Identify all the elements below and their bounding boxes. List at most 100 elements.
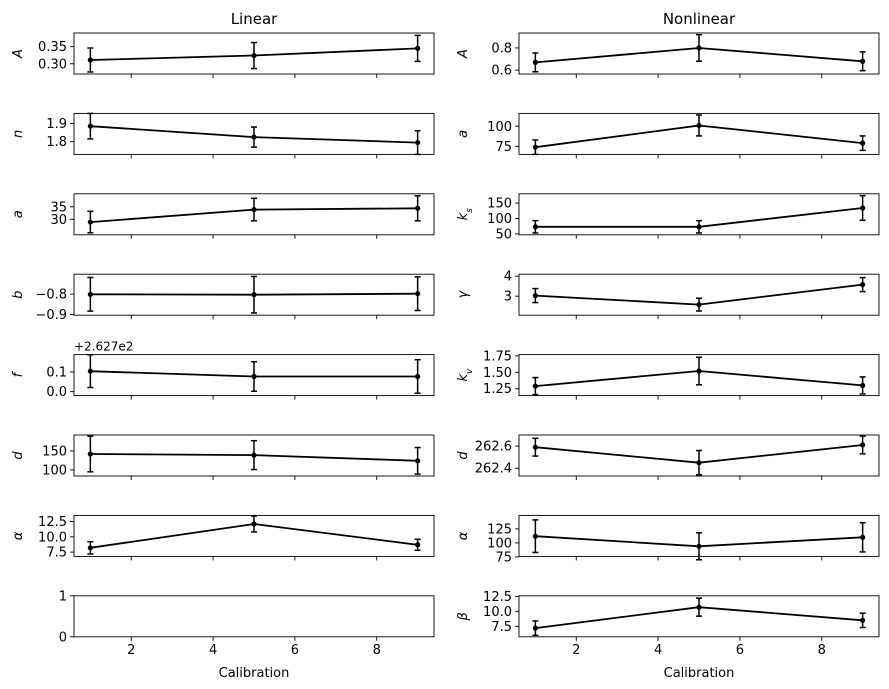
axes-frame	[73, 595, 435, 638]
y-axis-label: a	[11, 210, 26, 218]
data-point	[696, 45, 702, 51]
data-point	[87, 123, 93, 129]
y-tick-label: 100	[487, 536, 512, 551]
panels: 0.300.35A1.81.9n3035a−0.9−0.8b0.00.1f+2.…	[11, 32, 880, 658]
data-point	[860, 205, 866, 211]
y-tick-label: −0.9	[35, 308, 67, 323]
panel-linear-empty: 2 4 6 8 0 1	[59, 589, 435, 658]
x-tick-label: 4	[654, 643, 662, 658]
data-point	[532, 383, 538, 389]
data-point	[251, 134, 257, 140]
axes-frame	[73, 32, 435, 75]
panel-linear-d: 100 150 d	[11, 434, 435, 480]
x-tick-label: 8	[818, 643, 826, 658]
y-tick-label: −0.8	[35, 288, 67, 303]
data-point	[696, 302, 702, 308]
data-point	[696, 604, 702, 610]
data-point	[415, 45, 421, 51]
panel-linear-f: 0.0 0.1 f +2.627e2	[11, 340, 435, 400]
panel-linear-n: 1.8 1.9 n	[11, 112, 435, 159]
y-tick-label: 100	[487, 120, 512, 135]
data-point	[532, 144, 538, 150]
y-tick-label: 150	[487, 197, 512, 212]
y-axis-label: kv	[456, 368, 475, 382]
y-tick-label: 262.4	[475, 462, 512, 477]
y-tick-label: 3	[504, 290, 512, 305]
data-point	[251, 521, 257, 527]
axes-frame	[518, 32, 880, 75]
panel-nonlinear-A: 0.6 0.8 A	[456, 32, 880, 79]
x-tick-label: 4	[209, 643, 217, 658]
y-axis-label: β	[456, 612, 471, 621]
data-point	[415, 291, 421, 297]
data-point	[860, 534, 866, 540]
data-point	[251, 452, 257, 458]
y-tick-label: 1.50	[483, 366, 512, 381]
data-point	[532, 533, 538, 539]
y-axis-label: d	[456, 451, 471, 460]
y-tick-label: 0.0	[46, 385, 67, 400]
y-tick-label: 7.5	[46, 546, 67, 561]
y-tick-label: 1.25	[483, 382, 512, 397]
panel-linear-alpha: 7.510.012.5 α	[11, 514, 435, 561]
column-title-nonlinear: Nonlinear	[663, 10, 736, 28]
data-point	[87, 57, 93, 63]
y-tick-label: 0	[59, 630, 67, 645]
y-axis-label: f	[11, 370, 26, 377]
data-point	[87, 545, 93, 551]
y-tick-label: 262.6	[475, 440, 512, 455]
y-tick-label: 4	[504, 270, 512, 285]
axes-frame	[73, 434, 435, 477]
x-tick-label: 6	[736, 643, 744, 658]
axes-frame	[73, 273, 435, 316]
y-axis-label: A	[11, 49, 26, 59]
axes-frame	[518, 112, 880, 155]
y-tick-label: 12.5	[38, 515, 67, 530]
y-tick-label: 0.35	[38, 40, 67, 55]
axes-frame	[518, 354, 880, 397]
data-point	[696, 122, 702, 129]
x-axis-label-nonlinear: Calibration	[664, 666, 735, 681]
y-tick-label: 10.0	[483, 605, 512, 620]
data-point	[696, 224, 702, 230]
y-axis-label: d	[11, 451, 26, 460]
data-point	[860, 617, 866, 623]
y-axis-label: b	[11, 291, 26, 299]
data-point	[251, 373, 257, 380]
x-tick-label: 6	[291, 643, 299, 658]
data-point	[532, 444, 538, 450]
data-point	[860, 282, 866, 288]
axes-frame	[518, 193, 880, 236]
data-point	[251, 206, 257, 213]
data-point	[251, 52, 257, 59]
y-tick-label: 35	[50, 200, 67, 215]
data-point	[532, 224, 538, 230]
y-tick-label: 0.30	[38, 57, 67, 72]
x-tick-label: 2	[127, 643, 135, 658]
data-point	[860, 442, 866, 448]
y-tick-label: 0.6	[491, 64, 512, 79]
y-tick-label: 100	[487, 212, 512, 227]
panel-linear-A: 0.30 0.35 A	[11, 32, 435, 78]
axes-frame	[73, 354, 435, 397]
panel-linear-b: −0.9 −0.8 b	[11, 273, 435, 323]
panel-nonlinear-gamma: 3 4 γ	[456, 270, 880, 320]
panel-nonlinear-kv: 1.251.50 1.75 kv	[456, 349, 880, 400]
data-point	[860, 382, 866, 389]
y-tick-label: 0.8	[491, 41, 512, 56]
y-tick-label: 100	[42, 463, 67, 478]
axes-frame	[518, 273, 880, 316]
axes-frame	[73, 112, 435, 155]
data-point	[415, 542, 421, 548]
data-point	[251, 292, 257, 298]
x-axis-label-linear: Calibration	[219, 666, 290, 681]
panel-nonlinear-beta: 2 4 6 8 7.510.012.5 β	[456, 590, 880, 658]
y-axis-label: ks	[456, 208, 475, 221]
data-point	[532, 59, 538, 65]
data-point	[532, 625, 538, 631]
y-tick-label: 0.1	[46, 365, 67, 380]
data-point	[87, 451, 93, 457]
